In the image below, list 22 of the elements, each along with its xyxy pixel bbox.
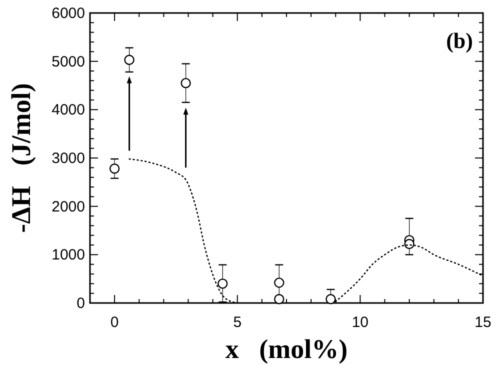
point xyxy=(180,78,191,88)
y-axis-title: -ΔH (J/mol) xyxy=(6,83,36,233)
y-tick-label: 5000 xyxy=(52,53,85,70)
point xyxy=(274,294,284,304)
x-tick-label: 10 xyxy=(352,314,369,331)
y-tick-label: 4000 xyxy=(52,102,85,119)
point xyxy=(274,278,284,288)
x-tick-label: 15 xyxy=(474,314,492,331)
point xyxy=(109,164,120,174)
y-tick-label: 0 xyxy=(76,295,85,312)
y-tick-label: 1000 xyxy=(52,246,85,264)
point xyxy=(404,238,414,250)
y-tick-label: 6000 xyxy=(52,5,85,22)
x-axis-title: x (mol%) xyxy=(225,334,348,364)
point xyxy=(326,294,336,304)
point xyxy=(218,278,228,289)
annotation: (b) xyxy=(446,28,473,53)
x-tick-label: 5 xyxy=(233,314,242,331)
y-tick-label: 2000 xyxy=(52,198,85,216)
x-tick-label: 0 xyxy=(110,314,119,331)
point xyxy=(124,54,134,65)
y-tick-label: 3000 xyxy=(52,150,85,167)
